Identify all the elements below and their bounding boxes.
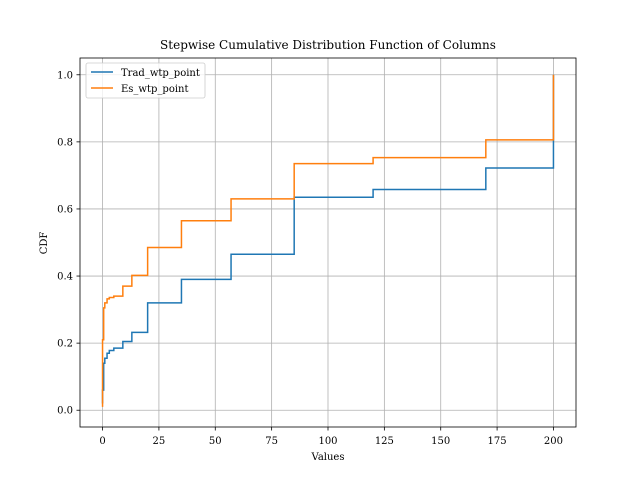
x-tick-label: 75 xyxy=(265,436,278,447)
legend-label-trad: Trad_wtp_point xyxy=(121,68,200,79)
series-line-trad-wtp-point xyxy=(101,74,555,404)
y-tick-label: 0.8 xyxy=(57,137,73,148)
legend: Trad_wtp_point Es_wtp_point xyxy=(85,62,206,99)
y-tick-label: 0.4 xyxy=(57,272,73,283)
grid xyxy=(80,58,576,427)
y-tick-label: 0.2 xyxy=(57,339,73,350)
x-tick-label: 125 xyxy=(375,436,394,447)
x-tick-label: 175 xyxy=(488,436,507,447)
series-line-es-wtp-point xyxy=(101,74,555,407)
legend-box xyxy=(85,62,206,99)
x-tick-label: 200 xyxy=(544,436,563,447)
series-lines xyxy=(101,74,555,407)
x-tick-label: 150 xyxy=(431,436,450,447)
x-axis-label: Values xyxy=(311,452,345,463)
x-tick-label: 50 xyxy=(209,436,222,447)
y-tick-label: 0.0 xyxy=(57,406,73,417)
axis-ticks: 0 25 50 75 100 125 150 175 200 0.0 0.2 0.4 0.6 0.8 1.0 xyxy=(57,70,563,447)
legend-label-es: Es_wtp_point xyxy=(121,84,189,95)
y-axis-label: CDF xyxy=(39,232,50,255)
x-tick-label: 25 xyxy=(153,436,166,447)
x-tick-label: 100 xyxy=(318,436,337,447)
x-tick-label: 0 xyxy=(99,436,105,447)
y-tick-label: 0.6 xyxy=(57,204,73,215)
chart-title: Stepwise Cumulative Distribution Functio… xyxy=(160,38,496,52)
y-tick-label: 1.0 xyxy=(57,70,73,81)
